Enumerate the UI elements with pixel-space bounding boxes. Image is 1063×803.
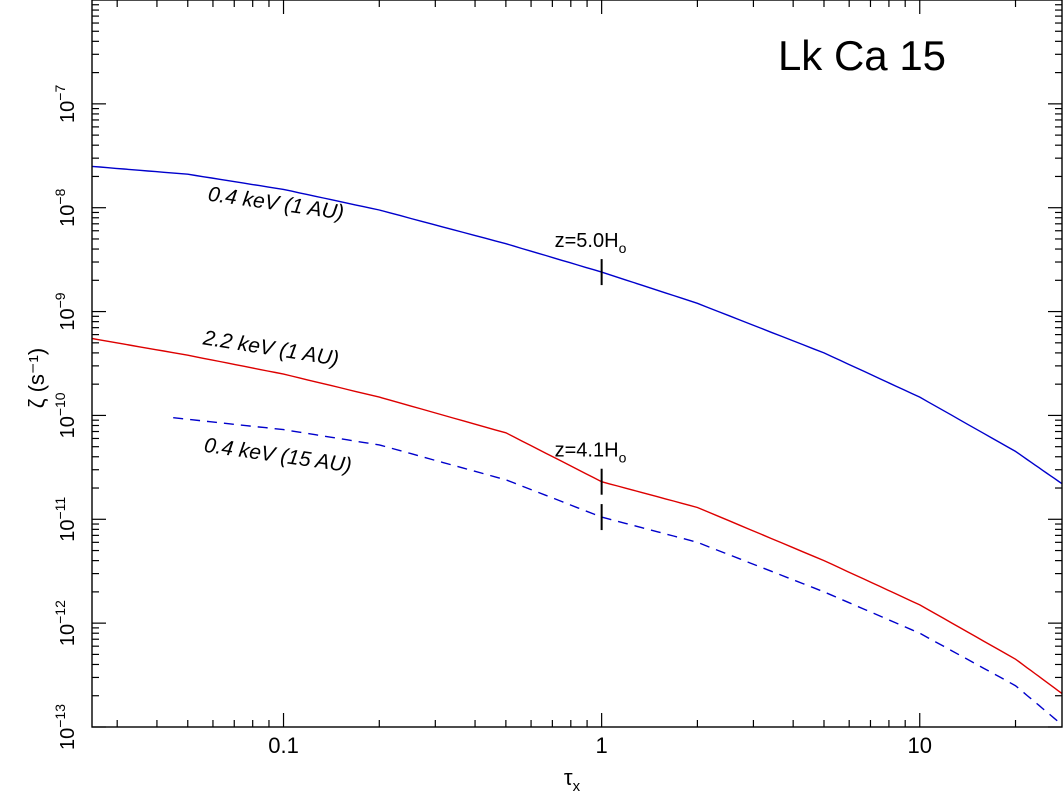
annotation-sub: o (619, 450, 627, 466)
y-tick-exponent: −11 (52, 497, 68, 520)
x-tick-label: 0.1 (268, 733, 299, 758)
y-tick-label: 10−11 (52, 497, 79, 542)
series-line-0 (91, 165, 1063, 485)
y-tick-exponent: −13 (52, 704, 68, 728)
y-tick-base: 10 (57, 308, 79, 330)
series-line-2 (173, 417, 1063, 726)
y-tick-exponent: −10 (52, 392, 68, 416)
y-tick-exponent: −8 (52, 188, 68, 204)
y-tick-label: 10−10 (52, 392, 79, 438)
y-tick-exponent: −12 (52, 600, 68, 624)
y-tick-label: 10−8 (52, 188, 79, 226)
y-tick-label: 10−9 (52, 292, 79, 330)
x-axis-label: τx (564, 765, 581, 795)
curve-label-2: 0.4 keV (15 AU) (203, 434, 353, 477)
x-axis-label-main: τ (564, 765, 573, 790)
y-tick-base: 10 (57, 520, 79, 542)
annotation-text: z=5.0H (555, 230, 619, 252)
annotation-text: z=4.1H (555, 440, 619, 462)
y-tick-label: 10−7 (52, 85, 79, 123)
y-tick-exponent: −9 (52, 292, 68, 308)
chart-title: Lk Ca 15 (778, 32, 946, 79)
plot-frame (91, 0, 1063, 728)
y-tick-base: 10 (57, 728, 79, 750)
y-tick-exponent: −7 (52, 85, 68, 101)
series-line-1 (91, 337, 1063, 695)
curve-label-1: 2.2 keV (1 AU) (201, 326, 341, 370)
y-axis-label: ζ (s⁻¹) (24, 348, 49, 408)
y-tick-label: 10−13 (52, 704, 79, 750)
x-tick-label: 10 (908, 733, 932, 758)
annotation-label: z=4.1Ho (555, 440, 627, 466)
annotation-label: z=5.0Ho (555, 230, 627, 256)
y-tick-base: 10 (57, 205, 79, 227)
y-tick-base: 10 (57, 416, 79, 438)
y-tick-base: 10 (57, 624, 79, 646)
annotation-sub: o (619, 240, 627, 256)
x-axis-label-sub: x (573, 778, 581, 795)
y-tick-label: 10−12 (52, 600, 79, 646)
x-tick-label: 1 (596, 733, 608, 758)
y-tick-base: 10 (57, 101, 79, 123)
